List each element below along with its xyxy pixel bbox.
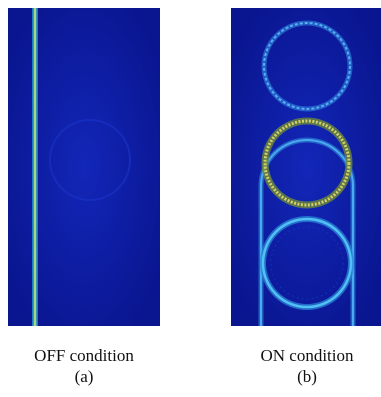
on-condition-field-image: [231, 8, 381, 326]
field-background: [231, 8, 381, 326]
on-field-plot: [231, 8, 381, 326]
middle-ring: [263, 119, 351, 207]
caption-off-tag: (a): [74, 367, 94, 386]
faint-ring-ghost: [49, 119, 131, 201]
caption-off: OFF condition (a): [4, 345, 164, 387]
caption-on-tag: (b): [297, 367, 317, 386]
bottom-ring: [261, 217, 353, 309]
field-background: [8, 8, 160, 326]
caption-off-label: OFF condition: [34, 346, 134, 365]
off-condition-field-image: [8, 8, 160, 326]
bottom-ring-inner-hint: [270, 226, 344, 300]
off-field-plot: [8, 8, 160, 326]
top-ring: [263, 22, 351, 110]
caption-on: ON condition (b): [227, 345, 381, 387]
caption-on-label: ON condition: [260, 346, 354, 365]
